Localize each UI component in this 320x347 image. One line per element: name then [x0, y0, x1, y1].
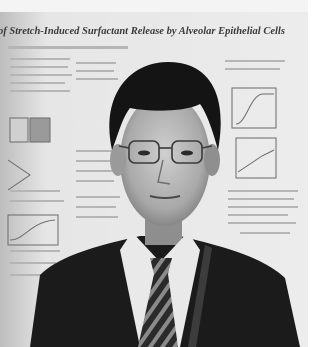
photo: of Stretch-Induced Surfactant Release by…	[0, 0, 308, 347]
poster-title: of Stretch-Induced Surfactant Release by…	[0, 26, 285, 37]
poster-top-edge	[0, 0, 308, 12]
ear	[204, 144, 220, 176]
face	[120, 94, 210, 226]
page: of Stretch-Induced Surfactant Release by…	[0, 0, 308, 347]
